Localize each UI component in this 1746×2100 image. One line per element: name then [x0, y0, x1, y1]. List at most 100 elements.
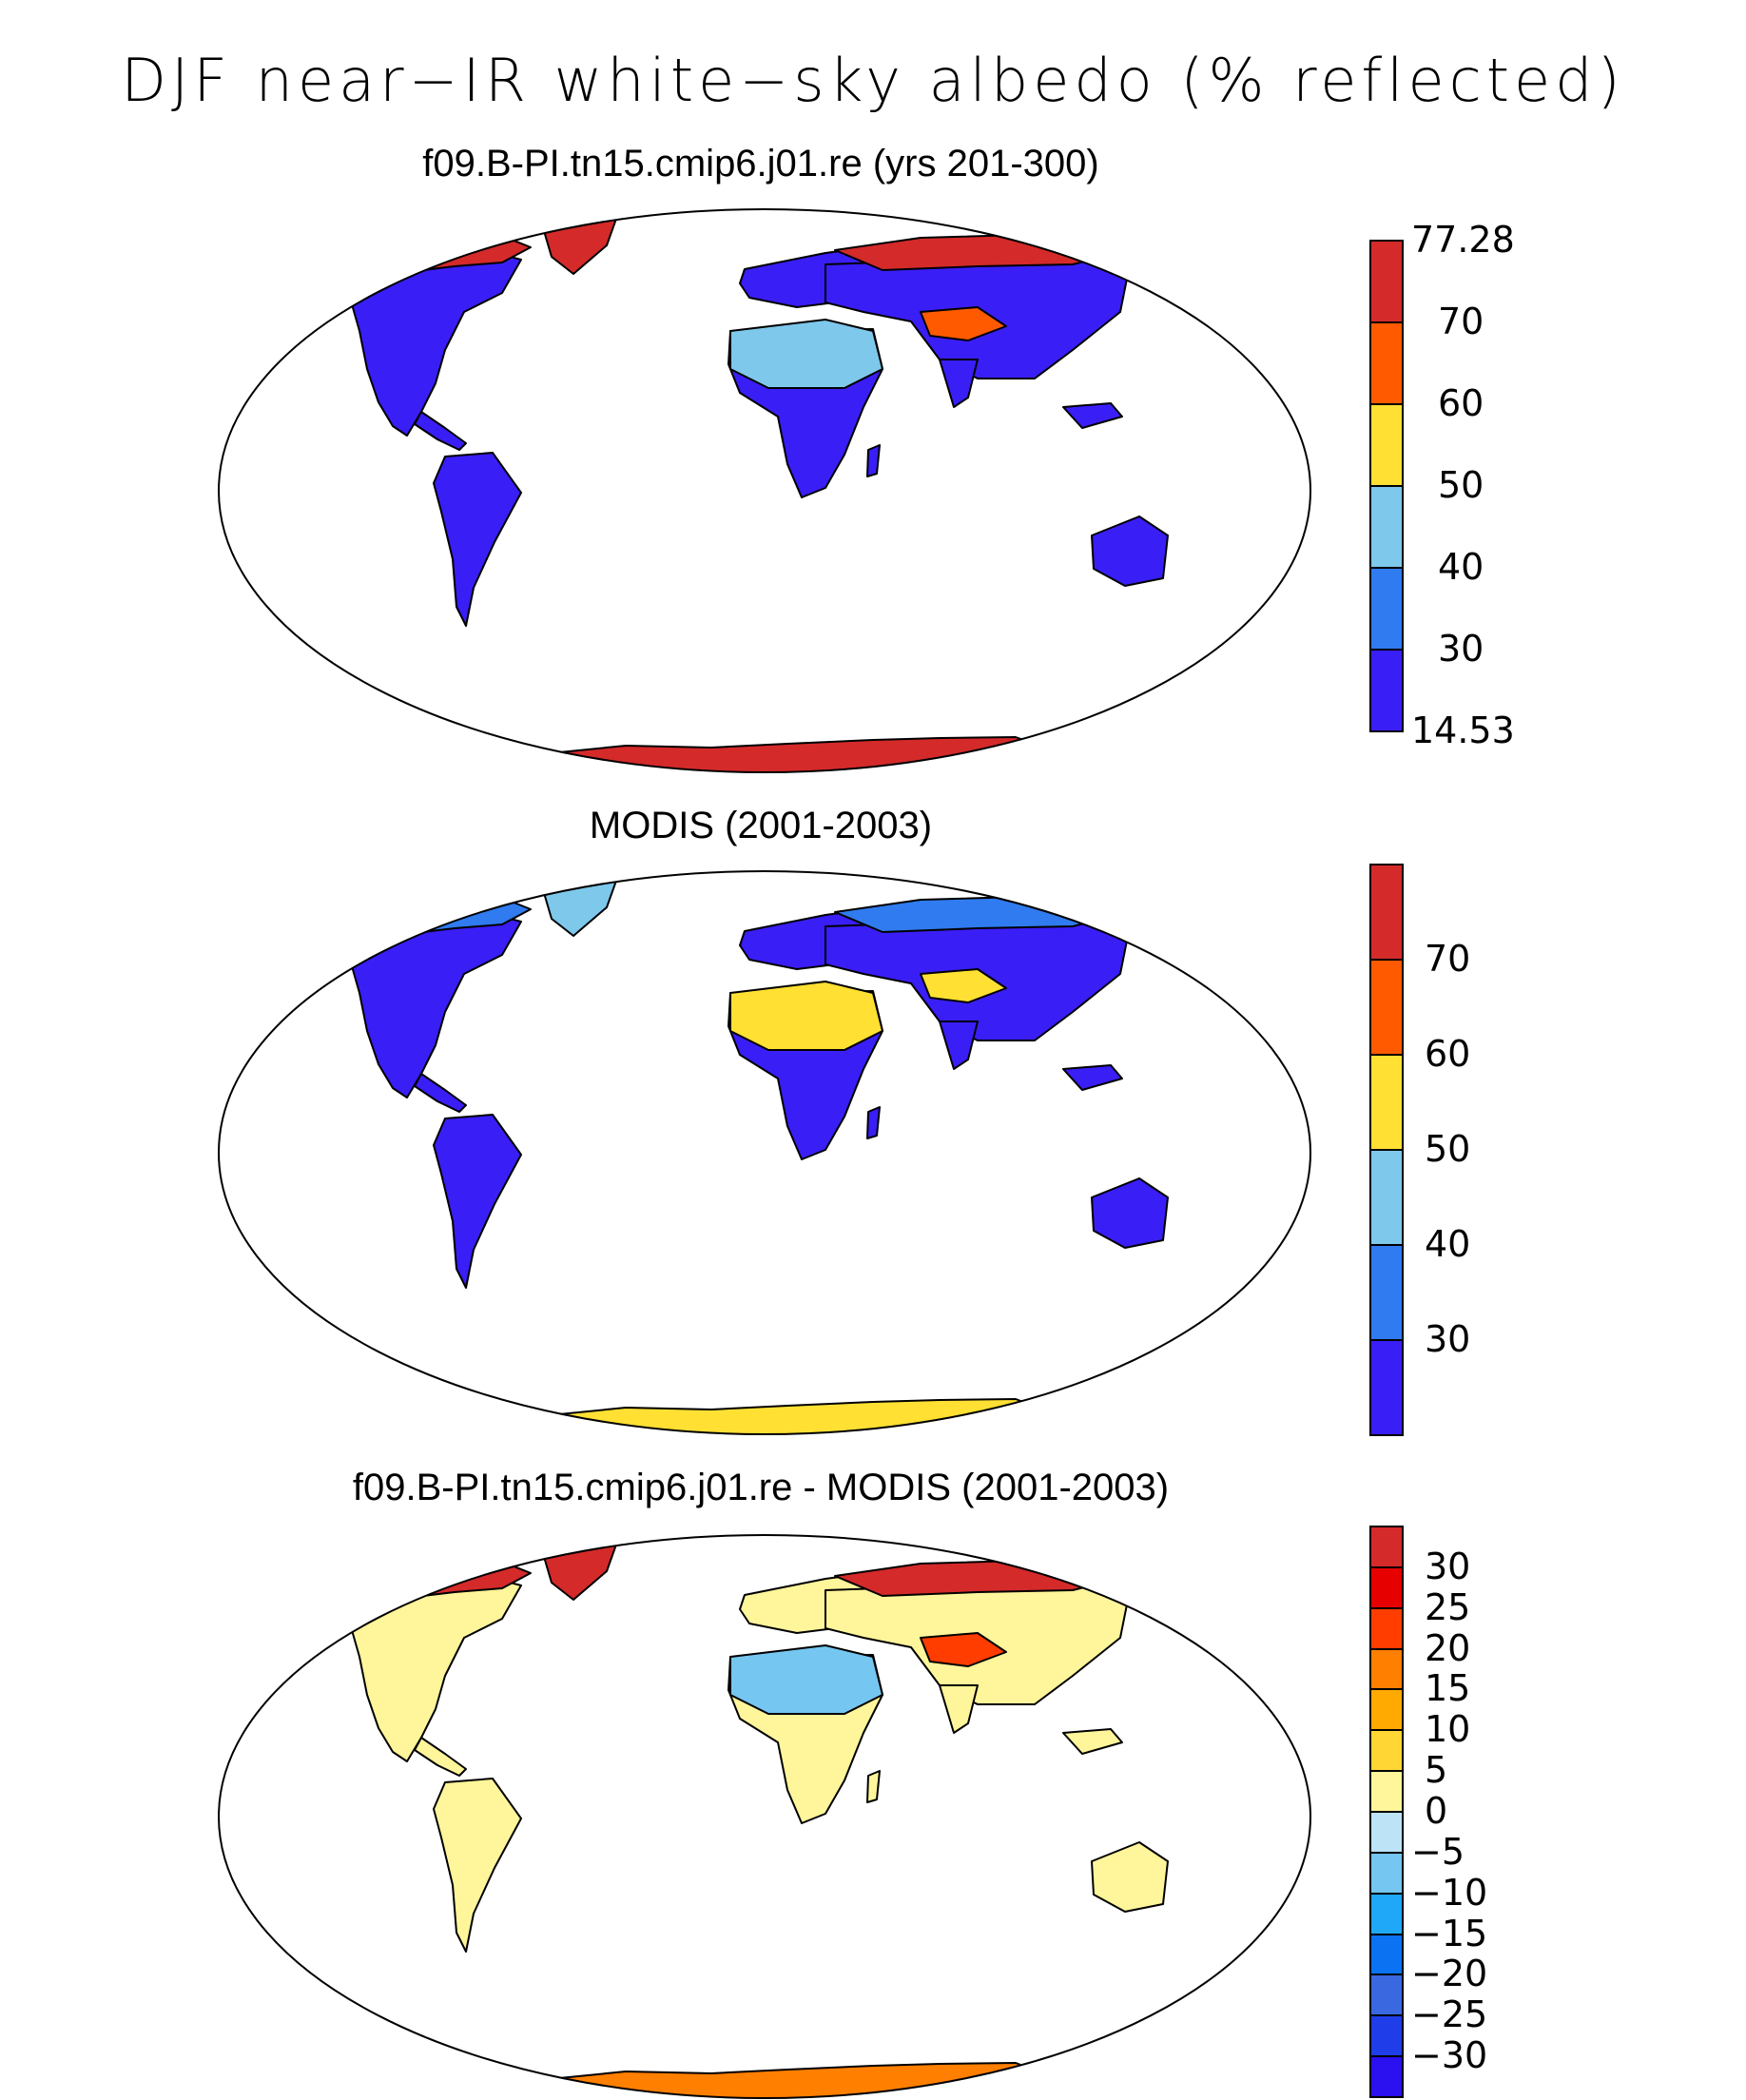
colorbar-label: 60	[1425, 1033, 1471, 1075]
colorbar-swatch	[1369, 403, 1404, 487]
colorbar-swatch	[1369, 1606, 1404, 1650]
region-madagascar	[866, 444, 881, 477]
panel-3-colorbar: 30 25 20 15 10 5 0 −5 −10 −15 −20 −25 −30	[1369, 1526, 1487, 2098]
colorbar-swatch	[1369, 864, 1404, 961]
colorbar-swatch	[1369, 1688, 1404, 1732]
region-se-asia	[1062, 402, 1123, 429]
colorbar-swatch	[1369, 1892, 1404, 1935]
colorbar-swatch	[1369, 2055, 1404, 2098]
region-tibet	[920, 1632, 1007, 1667]
figure-title: DJF near−IR white−sky albedo (% reflecte…	[121, 46, 1625, 115]
colorbar-swatch	[1369, 1526, 1404, 1568]
colorbar-label: 0	[1425, 1790, 1448, 1832]
region-central-america	[414, 1073, 467, 1113]
colorbar-swatch	[1369, 240, 1404, 323]
region-australia	[1091, 1841, 1169, 1913]
colorbar-label: 40	[1425, 1223, 1471, 1265]
region-tibet	[920, 968, 1007, 1003]
colorbar-swatch	[1369, 1770, 1404, 1813]
region-south-america	[433, 452, 522, 627]
region-sahara	[729, 319, 883, 389]
land-fill-group	[349, 1544, 1169, 2098]
region-central-america	[414, 411, 467, 451]
colorbar-swatch	[1369, 1974, 1404, 2017]
colorbar-label: 70	[1438, 301, 1484, 342]
colorbar-swatch	[1369, 649, 1404, 732]
land-fill-group	[349, 218, 1169, 772]
region-india	[939, 1684, 979, 1734]
region-tibet	[920, 306, 1007, 341]
colorbar-swatch	[1369, 1149, 1404, 1246]
region-south-america	[433, 1114, 522, 1289]
colorbar-label: 14.53	[1411, 710, 1515, 751]
colorbar-swatch	[1369, 1339, 1404, 1436]
region-madagascar	[866, 1106, 881, 1139]
region-antarctica	[416, 736, 1074, 772]
region-greenland	[541, 218, 617, 275]
region-australia	[1091, 515, 1169, 587]
region-se-asia	[1062, 1064, 1123, 1091]
colorbar-swatch	[1369, 485, 1404, 569]
colorbar-swatch	[1369, 321, 1404, 405]
region-south-america	[433, 1778, 522, 1953]
colorbar-label: 30	[1438, 628, 1484, 670]
colorbar-swatch	[1369, 1811, 1404, 1854]
colorbar-label: −30	[1411, 2034, 1488, 2077]
colorbar-swatch	[1369, 1729, 1404, 1773]
region-sahara	[729, 1644, 883, 1715]
colorbar-label: 77.28	[1411, 219, 1515, 261]
colorbar-swatch	[1369, 959, 1404, 1056]
region-madagascar	[866, 1770, 881, 1803]
panel-2-map	[218, 870, 1311, 1435]
colorbar-label: −15	[1411, 1912, 1488, 1954]
colorbar-label: 15	[1425, 1667, 1471, 1710]
colorbar-swatch	[1369, 1565, 1404, 1609]
colorbar-label: 60	[1438, 382, 1484, 424]
region-india	[939, 359, 979, 408]
region-central-america	[414, 1737, 467, 1777]
colorbar-label: 50	[1438, 464, 1484, 506]
colorbar-label: 30	[1425, 1545, 1471, 1587]
colorbar-swatch	[1369, 567, 1404, 651]
region-india	[939, 1021, 979, 1070]
panel-3-title: f09.B-PI.tn15.cmip6.j01.re - MODIS (2001…	[352, 1467, 1170, 1508]
colorbar-swatch	[1369, 1054, 1404, 1151]
colorbar-label: 30	[1425, 1318, 1471, 1360]
region-north-america	[349, 246, 522, 437]
region-north-america	[349, 908, 522, 1099]
colorbar-swatch	[1369, 1851, 1404, 1895]
region-sahara	[729, 981, 883, 1051]
colorbar-label: 70	[1425, 938, 1471, 980]
region-greenland	[541, 1544, 617, 1601]
panel-2-colorbar: 70 60 50 40 30	[1369, 864, 1470, 1436]
map-globe-border	[218, 1534, 1311, 2099]
colorbar-label: 5	[1425, 1749, 1448, 1792]
region-north-america	[349, 1572, 522, 1762]
colorbar-label: 20	[1425, 1626, 1471, 1669]
colorbar-label: 25	[1425, 1585, 1471, 1628]
colorbar-swatch	[1369, 2014, 1404, 2058]
colorbar-label: 40	[1438, 546, 1484, 588]
colorbar-swatch	[1369, 1647, 1404, 1691]
panel-1-title: f09.B-PI.tn15.cmip6.j01.re (yrs 201-300)	[422, 143, 1099, 185]
region-australia	[1091, 1177, 1169, 1249]
colorbar-label: −10	[1411, 1871, 1488, 1914]
map-globe-border	[218, 208, 1311, 773]
colorbar-label: −5	[1411, 1830, 1465, 1873]
colorbar-swatch	[1369, 1933, 1404, 1976]
map-globe-border	[218, 870, 1311, 1435]
panel-1-map	[218, 208, 1311, 773]
region-antarctica	[416, 2062, 1074, 2098]
land-fill-group	[349, 880, 1169, 1434]
panel-2-title: MODIS (2001-2003)	[589, 805, 933, 846]
region-se-asia	[1062, 1728, 1123, 1755]
panel-1-colorbar: 77.28 70 60 50 40 30 14.53	[1369, 222, 1515, 749]
colorbar-label: 10	[1425, 1708, 1471, 1751]
panel-3-map	[218, 1534, 1311, 2099]
colorbar-label: 50	[1425, 1128, 1471, 1170]
region-greenland	[541, 880, 617, 937]
colorbar-swatch	[1369, 1244, 1404, 1341]
colorbar-label: −25	[1411, 1993, 1488, 2036]
region-antarctica	[416, 1398, 1074, 1434]
colorbar-label: −20	[1411, 1953, 1488, 1995]
